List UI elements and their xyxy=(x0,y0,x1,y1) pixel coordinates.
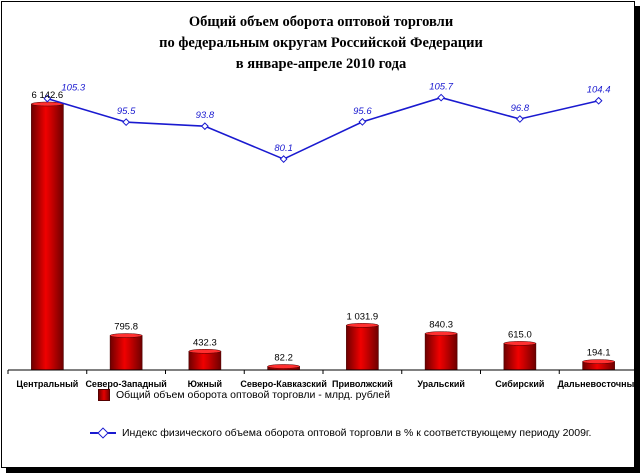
bar xyxy=(109,335,143,371)
axis-layer xyxy=(7,369,639,374)
bar xyxy=(188,350,222,371)
category-tick-label: Дальневосточный xyxy=(557,379,639,389)
bar-top xyxy=(503,341,537,346)
bar-top xyxy=(424,331,458,336)
bar-value-label: 1 031.9 xyxy=(347,311,379,322)
index-value-label: 105.3 xyxy=(61,83,85,94)
index-value-label: 93.8 xyxy=(196,110,215,121)
index-value-label: 96.8 xyxy=(511,103,530,114)
category-tick-label: Южный xyxy=(188,379,222,389)
index-marker xyxy=(358,117,367,126)
bar-top xyxy=(582,359,615,364)
category-tick-label: Северо-Западный xyxy=(85,379,166,389)
index-marker xyxy=(515,115,524,123)
category-tick-label: Северо-Кавказский xyxy=(240,379,327,389)
index-value-label: 104.4 xyxy=(587,85,611,96)
index-value-label: 95.5 xyxy=(117,106,136,117)
index-marker xyxy=(122,118,131,127)
bar xyxy=(503,343,537,371)
bar-value-label: 840.3 xyxy=(429,320,453,331)
legend-label-bar: Общий объем оборота оптовой торговли - м… xyxy=(116,389,391,401)
bar-top xyxy=(188,349,222,354)
bars-layer xyxy=(31,101,615,371)
chart-title-line-1: Общий объем оборота оптовой торговли xyxy=(188,14,454,30)
legend-swatch-line xyxy=(90,427,116,439)
bar-value-label: 795.8 xyxy=(114,322,138,333)
bar-value-label: 82.2 xyxy=(274,352,293,363)
index-line xyxy=(47,96,599,160)
category-tick-label: Уральский xyxy=(417,379,465,389)
line-layer xyxy=(43,93,603,163)
index-value-label: 105.7 xyxy=(429,82,453,93)
legend-swatch-bar xyxy=(98,389,110,401)
bar-value-label: 615.0 xyxy=(508,329,532,340)
labels-layer: 6 142.6 Центральный 795.8 Северо-Западный 43… xyxy=(16,82,639,389)
bar-value-label: 194.1 xyxy=(587,348,611,359)
bar-value-label: 6 142.6 xyxy=(32,90,64,101)
chart-title: Общий объем оборота оптовой торговли по … xyxy=(0,12,642,75)
index-marker xyxy=(594,96,603,105)
bar xyxy=(424,333,458,371)
legend-item-line: Индекс физического объема оборота оптово… xyxy=(90,425,591,441)
legend-label-line: Индекс физического объема оборота оптово… xyxy=(122,427,592,439)
bar-top xyxy=(346,323,379,328)
bar-top xyxy=(109,333,143,338)
index-marker xyxy=(437,93,446,102)
bar-value-label: 432.3 xyxy=(193,337,217,348)
bar-top xyxy=(267,364,300,369)
index-marker xyxy=(279,155,288,163)
chart-title-line-3: в январе-апреле 2010 года xyxy=(235,56,407,72)
legend-item-bar: Общий объем оборота оптовой торговли - м… xyxy=(98,387,390,403)
bar xyxy=(346,325,379,371)
category-tick-label: Приволжский xyxy=(332,379,393,389)
bar xyxy=(31,103,64,371)
index-value-label: 80.1 xyxy=(274,143,293,154)
category-tick-label: Сибирский xyxy=(495,379,544,389)
chart-title-line-2: по федеральным округам Российской Федера… xyxy=(159,35,483,51)
index-marker xyxy=(43,94,52,103)
index-value-label: 95.6 xyxy=(353,106,372,117)
category-tick-label: Центральный xyxy=(16,379,78,389)
index-marker xyxy=(200,122,209,131)
